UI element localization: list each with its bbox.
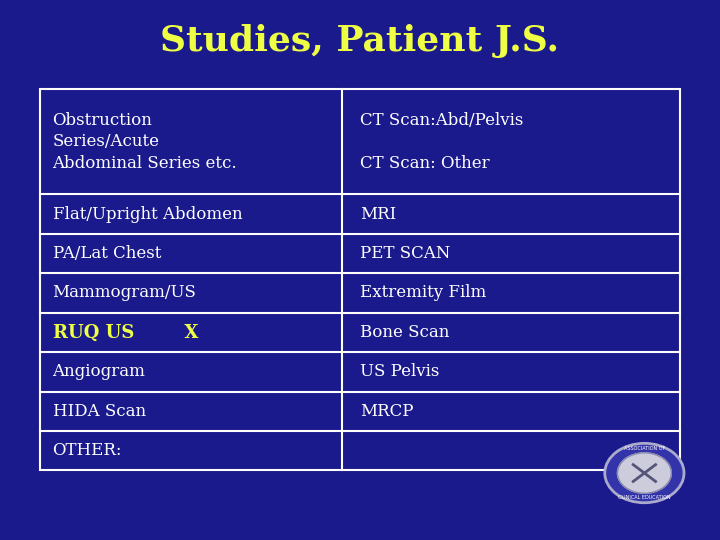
Text: RUQ US        X: RUQ US X	[53, 323, 198, 341]
Text: Bone Scan: Bone Scan	[360, 324, 449, 341]
Text: HIDA Scan: HIDA Scan	[53, 403, 145, 420]
Text: Obstruction
Series/Acute
Abdominal Series etc.: Obstruction Series/Acute Abdominal Serie…	[53, 112, 237, 172]
Text: US Pelvis: US Pelvis	[360, 363, 439, 380]
Text: ASSOCIATION OF: ASSOCIATION OF	[624, 446, 665, 451]
Text: PA/Lat Chest: PA/Lat Chest	[53, 245, 161, 262]
Text: Mammogram/US: Mammogram/US	[53, 285, 197, 301]
Text: Studies, Patient J.S.: Studies, Patient J.S.	[161, 24, 559, 57]
Circle shape	[618, 453, 671, 493]
Text: MRCP: MRCP	[360, 403, 413, 420]
Text: CLINICAL EDUCATION: CLINICAL EDUCATION	[618, 495, 671, 500]
Text: OTHER:: OTHER:	[53, 442, 122, 459]
Text: Angiogram: Angiogram	[53, 363, 145, 380]
Text: Flat/Upright Abdomen: Flat/Upright Abdomen	[53, 206, 242, 222]
Text: PET SCAN: PET SCAN	[360, 245, 451, 262]
Text: CT Scan:Abd/Pelvis

CT Scan: Other: CT Scan:Abd/Pelvis CT Scan: Other	[360, 112, 523, 172]
Bar	[40, 89, 680, 470]
Text: MRI: MRI	[360, 206, 396, 222]
Text: Extremity Film: Extremity Film	[360, 285, 486, 301]
Circle shape	[605, 443, 684, 503]
